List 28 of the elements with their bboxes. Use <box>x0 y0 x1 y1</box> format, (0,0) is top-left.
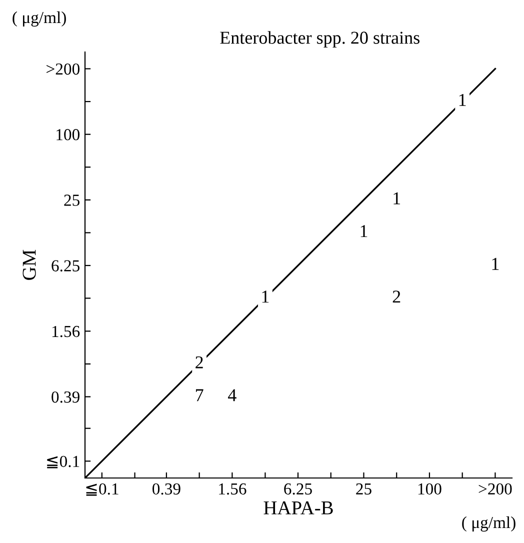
annotation: 1 <box>492 258 499 270</box>
annotation: 4 <box>228 389 236 402</box>
annotation: 1 <box>459 94 466 106</box>
annotation: 2 <box>392 290 400 303</box>
y-axis-title: GM <box>22 250 36 280</box>
x-tick-label: 1.56 <box>219 483 246 495</box>
annotation: 1 <box>394 192 400 204</box>
x-tick-label: 100 <box>418 483 442 495</box>
annotation: 2 <box>196 356 203 368</box>
annotation: 1 <box>262 290 269 303</box>
y-tick-label: >200 <box>46 63 80 75</box>
y-tick-label: 6.25 <box>52 260 80 272</box>
y-tick-label: 0.39 <box>52 391 80 403</box>
annotation: 7 <box>196 389 204 402</box>
text: ( μg/ml) <box>462 516 516 532</box>
x-tick-label: 6.25 <box>284 483 312 495</box>
text: ( μg/ml) <box>12 11 66 27</box>
y-tick-label: ≦0.1 <box>47 456 80 468</box>
x-axis-title: HAPA-B <box>264 501 333 514</box>
y-tick-label: 25 <box>64 194 80 206</box>
chart-title: Enterobacter spp. 20 strains <box>220 31 420 48</box>
x-tick-label: 0.39 <box>152 483 180 495</box>
x-tick-label: >200 <box>478 483 512 495</box>
x-tick-label: 25 <box>356 483 372 495</box>
y-tick-label: 100 <box>56 129 80 140</box>
annotation: 1 <box>360 225 368 238</box>
x-tick-label: ≦0.1 <box>86 483 118 496</box>
y-tick-label: 1.56 <box>52 326 80 338</box>
